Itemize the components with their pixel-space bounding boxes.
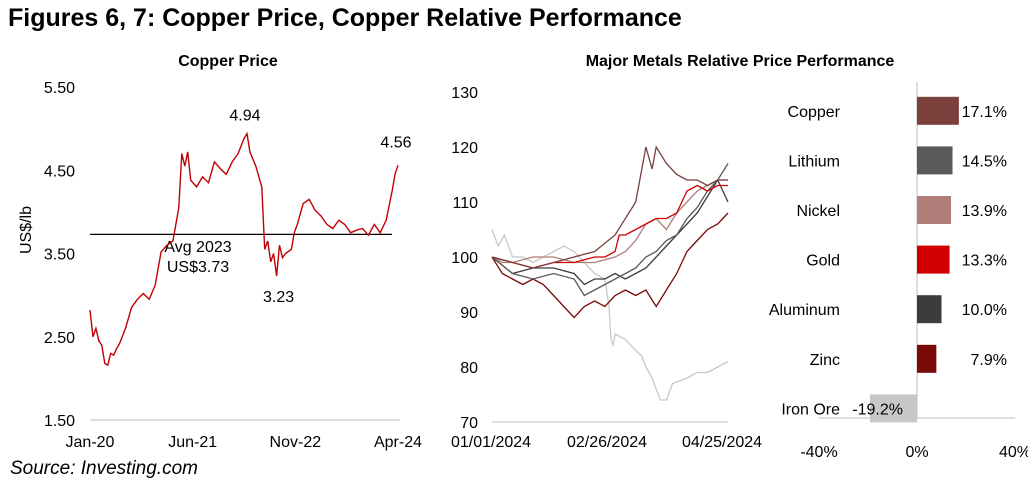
bar-label-copper: Copper (788, 104, 841, 121)
copper-y-tick-2: 3.50 (44, 247, 75, 264)
bar-value-zinc: 7.9% (971, 352, 1007, 369)
metals-y-tick-110: 110 (452, 195, 478, 212)
copper-y-tick-4: 5.50 (44, 80, 75, 97)
metals-line-lithium (491, 163, 729, 297)
copper-y-tick-3: 4.50 (44, 163, 75, 180)
metals-y-tick-90: 90 (460, 305, 478, 322)
metals-line-copper (491, 145, 728, 269)
bar-label-iron-ore: Iron Ore (781, 401, 840, 418)
bar-lithium (917, 146, 953, 175)
figure-title: Figures 6, 7: Copper Price, Copper Relat… (8, 4, 682, 32)
bar-label-gold: Gold (806, 253, 840, 270)
metals-line-gold (491, 184, 728, 269)
copper-price-line (89, 131, 399, 367)
bar-value-copper: 17.1% (962, 104, 1007, 121)
bar-value-nickel: 13.9% (962, 203, 1007, 220)
bar-copper (917, 96, 959, 125)
bar-x-tick-0: -40% (800, 444, 837, 461)
metals-x-tick-2: 04/25/2024 (682, 434, 762, 451)
copper-annotation-4-94: 4.94 (229, 108, 260, 125)
bar-x-tick-2: 40% (999, 444, 1028, 461)
metals-chart-title: Major Metals Relative Price Performance (586, 53, 895, 70)
metals-relative-chart: Major Metals Relative Price Performance … (451, 53, 894, 451)
bar-gold (917, 245, 950, 274)
metals-line-aluminum (491, 178, 729, 286)
bar-aluminum (917, 295, 942, 324)
copper-annotation-4-56: 4.56 (380, 134, 411, 151)
metals-line-iron-ore (491, 229, 729, 401)
copper-x-tick-apr-24: Apr-24 (374, 434, 422, 451)
copper-annotation-3-23: 3.23 (263, 289, 294, 306)
bar-value-gold: 13.3% (962, 253, 1007, 270)
copper-y-axis-label: US$/lb (18, 206, 35, 254)
copper-price-chart: Copper Price US$/lb 1.50 2.50 3.50 4.50 5.50… (18, 53, 422, 451)
bar-value-iron-ore: -19.2% (852, 401, 903, 418)
bar-iron-ore (869, 394, 917, 423)
metals-x-tick-0: 01/01/2024 (451, 434, 531, 451)
metals-y-tick-80: 80 (460, 360, 478, 377)
copper-y-tick-0: 1.50 (44, 413, 75, 430)
bar-value-aluminum: 10.0% (962, 302, 1007, 319)
source-note: Source: Investing.com (10, 458, 198, 479)
relative-bar-chart: Copper 17.1% Lithium 14.5% Nickel 13.9% Gold 13… (769, 82, 1028, 461)
copper-x-tick-jun-21: Jun-21 (168, 434, 217, 451)
copper-x-tick-jan-20: Jan-20 (66, 434, 115, 451)
bar-label-lithium: Lithium (788, 153, 840, 170)
bar-label-zinc: Zinc (810, 352, 840, 369)
metals-y-tick-70: 70 (460, 415, 478, 432)
bar-zinc (917, 344, 937, 373)
metals-y-tick-100: 100 (451, 250, 478, 267)
bar-nickel (917, 196, 952, 224)
metals-line-nickel (491, 179, 728, 264)
metals-y-tick-120: 120 (451, 140, 478, 157)
metals-y-tick-130: 130 (451, 85, 478, 102)
metals-x-tick-1: 02/26/2024 (567, 434, 647, 451)
avg-2023-label: Avg 2023 (164, 239, 231, 256)
copper-y-tick-1: 2.50 (44, 330, 75, 347)
bar-label-aluminum: Aluminum (769, 302, 840, 319)
bar-value-lithium: 14.5% (962, 153, 1007, 170)
copper-chart-title: Copper Price (178, 53, 278, 70)
metals-line-zinc (491, 212, 729, 319)
avg-2023-value: US$3.73 (167, 259, 229, 276)
bar-x-tick-1: 0% (905, 444, 928, 461)
bar-label-nickel: Nickel (796, 203, 840, 220)
copper-x-tick-nov-22: Nov-22 (270, 434, 322, 451)
